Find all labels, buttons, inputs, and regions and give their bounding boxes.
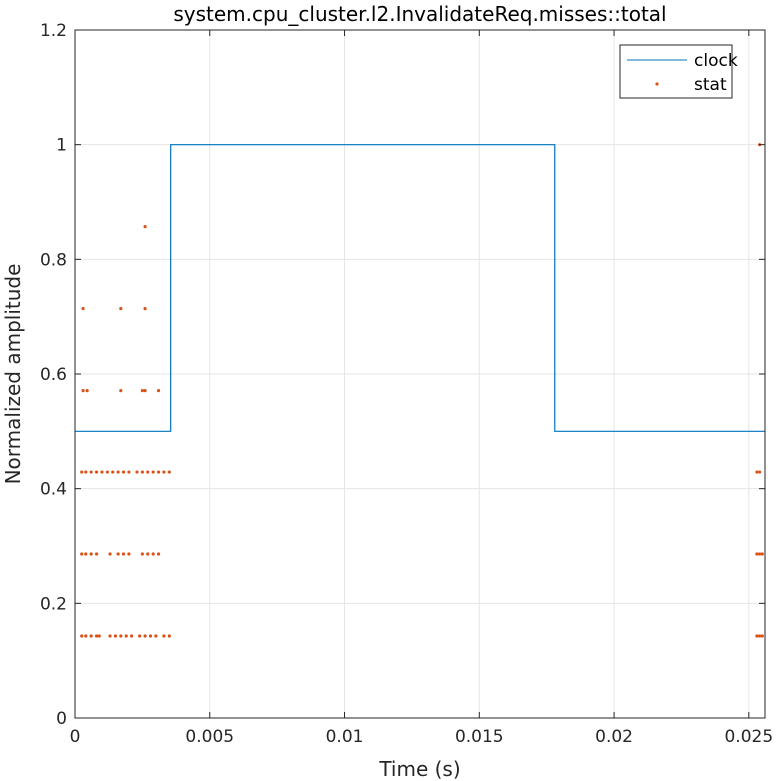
y-tick-label: 0.2 (40, 594, 67, 614)
series-layer (75, 143, 765, 638)
ticks: 0 0.005 0.01 0.015 0.02 0.025 0 0.2 0.4 0.6 0.8 1 1.… (40, 21, 773, 747)
stat-point (80, 552, 84, 556)
stat-point (94, 634, 99, 638)
stat-point (758, 634, 762, 638)
x-axis-label: Time (s) (378, 757, 460, 781)
stat-point (146, 470, 150, 474)
legend-stat-swatch (655, 82, 659, 86)
y-axis-label: Normalized amplitude (1, 264, 25, 485)
y-tick-label: 0.8 (40, 250, 67, 270)
stat-point (760, 552, 764, 556)
stat-point (143, 225, 147, 229)
x-tick-label: 0.015 (455, 727, 504, 747)
x-tick-label: 0.01 (326, 727, 364, 747)
stat-point (94, 552, 99, 556)
stat-point (130, 634, 134, 638)
stat-point (116, 470, 120, 474)
legend-stat-label: stat (694, 75, 727, 95)
stat-point (85, 389, 89, 393)
x-tick-label: 0.025 (724, 727, 773, 747)
stat-point (167, 470, 171, 474)
stat-point (151, 552, 155, 556)
stat-point (100, 470, 104, 474)
stat-point (156, 552, 161, 556)
stat-point (760, 634, 764, 638)
legend-clock-label: clock (694, 51, 738, 71)
stat-point (162, 634, 166, 638)
stat-point (127, 552, 131, 556)
stat-point (80, 634, 84, 638)
stat-point (111, 470, 115, 474)
stat-point (108, 552, 112, 556)
stat-point (121, 470, 126, 474)
stat-point (108, 634, 112, 638)
stat-point (758, 552, 762, 556)
stat-point (84, 552, 88, 556)
y-tick-label: 0.6 (40, 365, 67, 385)
stat-point (94, 470, 99, 474)
stat-point (143, 634, 147, 638)
stat-point (119, 634, 123, 638)
stat-point (84, 634, 88, 638)
stat-point (113, 634, 118, 638)
y-tick-label: 1 (56, 136, 67, 156)
x-tick-label: 0.005 (185, 727, 234, 747)
stat-point (116, 552, 120, 556)
legend-box (619, 44, 733, 99)
stat-point (84, 470, 88, 474)
stat-point (755, 470, 759, 474)
stat-point (97, 634, 101, 638)
y-tick-label: 0.4 (40, 480, 67, 500)
stat-point (154, 634, 158, 638)
y-tick-label: 0 (56, 709, 67, 729)
x-tick-label: 0.02 (595, 727, 633, 747)
stat-point (89, 634, 93, 638)
stat-point (167, 634, 171, 638)
stat-point (156, 389, 161, 393)
chart-title: system.cpu_cluster.l2.InvalidateReq.miss… (173, 2, 666, 26)
stat-point (119, 389, 123, 393)
stat-point (121, 552, 126, 556)
stat-point (140, 470, 144, 474)
x-tick-label: 0 (70, 727, 81, 747)
stat-point (140, 389, 144, 393)
stat-point (138, 634, 142, 638)
stat-point (89, 470, 93, 474)
stat-point (80, 470, 84, 474)
stat-point (143, 389, 147, 393)
y-tick-label: 1.2 (40, 21, 67, 41)
stat-point (151, 470, 155, 474)
stat-point (758, 470, 762, 474)
legend: clock stat (619, 44, 738, 99)
stat-point (162, 470, 166, 474)
stat-point (156, 470, 161, 474)
stat-point (148, 634, 153, 638)
stat-point (81, 307, 85, 311)
stat-point (146, 552, 150, 556)
stat-point (124, 634, 128, 638)
stat-point (140, 552, 144, 556)
stat-point (755, 634, 759, 638)
stat-point (89, 552, 93, 556)
stat-point (105, 470, 109, 474)
stat-point (119, 307, 123, 311)
stat-point (755, 552, 759, 556)
stat-point (135, 470, 139, 474)
stat-point (127, 470, 131, 474)
stat-point (81, 389, 85, 393)
stat-point (143, 307, 147, 311)
clock-series-line (75, 144, 765, 432)
